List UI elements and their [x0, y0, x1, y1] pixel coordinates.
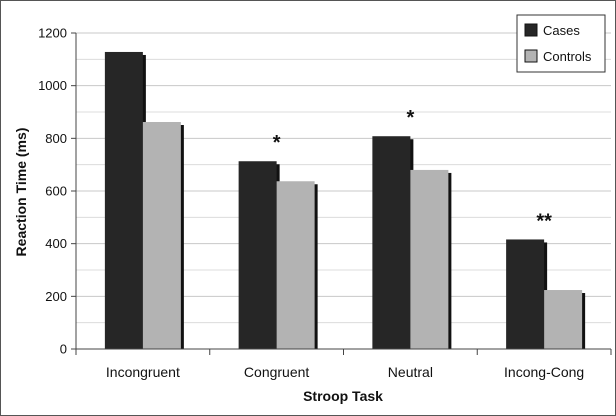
significance-marker: ** — [536, 210, 552, 232]
significance-marker: * — [273, 132, 281, 154]
legend-label: Controls — [543, 49, 592, 64]
significance-marker: * — [406, 107, 414, 129]
x-tick-label: Congruent — [244, 364, 309, 380]
annotations: **** — [273, 107, 552, 232]
y-tick-label: 1200 — [38, 26, 67, 41]
x-tick-labels: Incongruent Congruent Neutral Incong-Cong — [75, 349, 612, 380]
y-tick-label: 1000 — [38, 78, 67, 93]
y-tick-label: 800 — [45, 131, 67, 146]
bar-controls-congruent — [276, 181, 315, 349]
x-tick-label: Neutral — [388, 364, 433, 380]
bar-cases-neutral — [372, 136, 411, 349]
legend-label: Cases — [543, 23, 580, 38]
x-axis-title: Stroop Task — [303, 388, 383, 404]
legend: Cases Controls — [516, 14, 606, 73]
y-tick-label: 600 — [45, 184, 67, 199]
y-tick-labels: 0 200 400 600 800 1000 1200 — [38, 26, 76, 357]
x-tick-label: Incong-Cong — [504, 364, 584, 380]
y-tick-label: 400 — [45, 236, 67, 251]
bar-cases-incong-cong — [506, 239, 545, 349]
x-tick-label: Incongruent — [106, 364, 180, 380]
bar-controls-neutral — [410, 169, 449, 349]
bar-cases-incongruent — [104, 51, 143, 350]
bar-controls-incongruent — [142, 122, 181, 349]
legend-swatch — [524, 49, 538, 63]
bars — [104, 51, 586, 350]
y-tick-label: 200 — [45, 289, 67, 304]
bar-controls-incong-cong — [544, 290, 583, 349]
y-tick-label: 0 — [60, 342, 67, 357]
legend-swatch — [524, 23, 538, 37]
y-axis-title: Reaction Time (ms) — [13, 128, 29, 257]
bar-cases-congruent — [238, 161, 277, 349]
